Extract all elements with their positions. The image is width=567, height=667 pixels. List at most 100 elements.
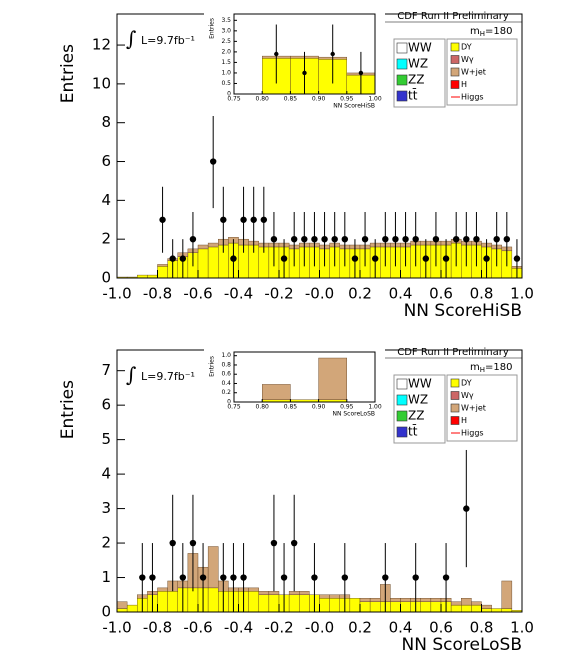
histogram-bar — [400, 601, 411, 613]
legend-swatch — [396, 410, 408, 422]
x-tick-label: 0.80 — [256, 96, 270, 103]
x-tick-label: 0.4 — [389, 619, 413, 637]
data-point — [361, 235, 369, 243]
x-tick-label: 0.75 — [227, 96, 241, 103]
histogram-bar — [262, 384, 291, 400]
x-tick-label: 0.8 — [470, 619, 494, 637]
x-axis-label: NN ScoreHiSB — [333, 103, 375, 110]
x-tick-label: 0.8 — [470, 285, 494, 303]
x-tick-label: -0.4 — [224, 619, 253, 637]
data-point — [358, 70, 364, 76]
legend-label: H — [461, 80, 467, 89]
data-point — [513, 255, 521, 262]
legend-swatch — [450, 403, 460, 413]
data-point — [149, 574, 156, 581]
data-point — [452, 235, 460, 243]
y-tick-label: 0.8 — [221, 361, 231, 368]
x-tick-label: -0.6 — [183, 285, 212, 303]
data-point — [483, 255, 490, 262]
mass-label-part: =180 — [485, 26, 512, 37]
data-point — [280, 255, 288, 262]
legend-label: WW — [408, 41, 432, 55]
x-tick-label: -0.8 — [143, 285, 172, 303]
histogram-bar — [349, 598, 361, 613]
data-point — [341, 574, 349, 581]
legend-swatch — [396, 58, 408, 70]
legend-label: W+jet — [461, 404, 486, 413]
mass-label-part: m — [470, 362, 480, 373]
data-point — [493, 235, 500, 243]
mass-label-part: H — [480, 366, 485, 374]
data-point — [432, 235, 440, 243]
histogram-bar — [126, 604, 138, 613]
y-axis-label: Entries — [58, 380, 78, 439]
legend-label: Wγ — [461, 55, 474, 64]
data-point — [341, 235, 349, 243]
data-point — [442, 255, 450, 262]
legend-label: ZZ — [408, 409, 424, 423]
data-point — [220, 574, 227, 581]
legend-label: Higgs — [461, 429, 484, 438]
y-tick-label: 0 — [227, 399, 231, 406]
histogram-bar — [207, 242, 219, 248]
y-axis-label: Entries — [209, 356, 216, 377]
histogram-bar — [167, 591, 178, 613]
histogram-bar — [471, 604, 482, 613]
data-point — [402, 235, 409, 243]
histogram-bar — [501, 580, 513, 609]
histogram-bar — [157, 264, 168, 267]
mass-label: mH=180 — [470, 26, 512, 38]
histogram-bar — [288, 591, 300, 595]
histogram-bar — [329, 594, 340, 599]
legend-swatch — [396, 394, 408, 406]
y-tick-label: 1.0 — [221, 69, 231, 76]
data-point — [220, 216, 227, 223]
histogram-bar — [207, 546, 219, 589]
x-tick-label: 1.0 — [510, 285, 534, 303]
data-point — [169, 539, 176, 547]
legend-swatch — [396, 426, 408, 438]
legend-label: WZ — [408, 57, 428, 71]
x-tick-label: -1.0 — [102, 285, 131, 303]
histogram-bar — [359, 601, 371, 613]
data-point — [169, 255, 176, 262]
histogram-bar — [430, 601, 442, 613]
x-tick-label: 0.85 — [284, 96, 298, 103]
annotation: L=9.7fb⁻¹ — [141, 34, 195, 47]
histogram-bar — [197, 244, 209, 250]
histogram-bar — [450, 601, 462, 606]
legend-swatch — [396, 42, 408, 54]
data-point — [240, 574, 247, 581]
data-point — [159, 216, 166, 223]
y-tick-label: 0.5 — [221, 80, 231, 87]
legend-swatch — [450, 80, 460, 89]
data-point — [189, 235, 197, 243]
histogram-bar — [288, 594, 300, 613]
data-point — [382, 235, 389, 243]
legend-swatch — [450, 416, 460, 425]
annotation: L=9.7fb⁻¹ — [141, 370, 195, 383]
mass-label-part: H — [480, 30, 485, 38]
legend-label: tt̄ — [408, 88, 418, 102]
y-tick-label: 0 — [101, 603, 111, 621]
legend-swatch — [450, 42, 460, 52]
histogram-bar — [258, 591, 270, 595]
data-point — [179, 255, 187, 262]
histogram-bar — [318, 357, 348, 400]
chart-title: CDF Run II Preliminary — [397, 347, 509, 358]
x-tick-label: 0.6 — [429, 619, 453, 637]
data-point — [270, 539, 278, 547]
data-point — [442, 574, 450, 581]
histogram-bar — [157, 587, 168, 592]
histogram-bar — [430, 598, 442, 602]
legend-swatch — [396, 90, 408, 102]
y-tick-label: 2.5 — [221, 38, 231, 45]
y-tick-label: 0 — [101, 269, 111, 287]
histogram-bar — [268, 594, 280, 613]
histogram-bar — [461, 598, 472, 606]
data-point — [321, 235, 328, 243]
histogram-bar — [481, 604, 492, 609]
data-point — [301, 235, 308, 243]
histogram-bar — [207, 246, 219, 279]
